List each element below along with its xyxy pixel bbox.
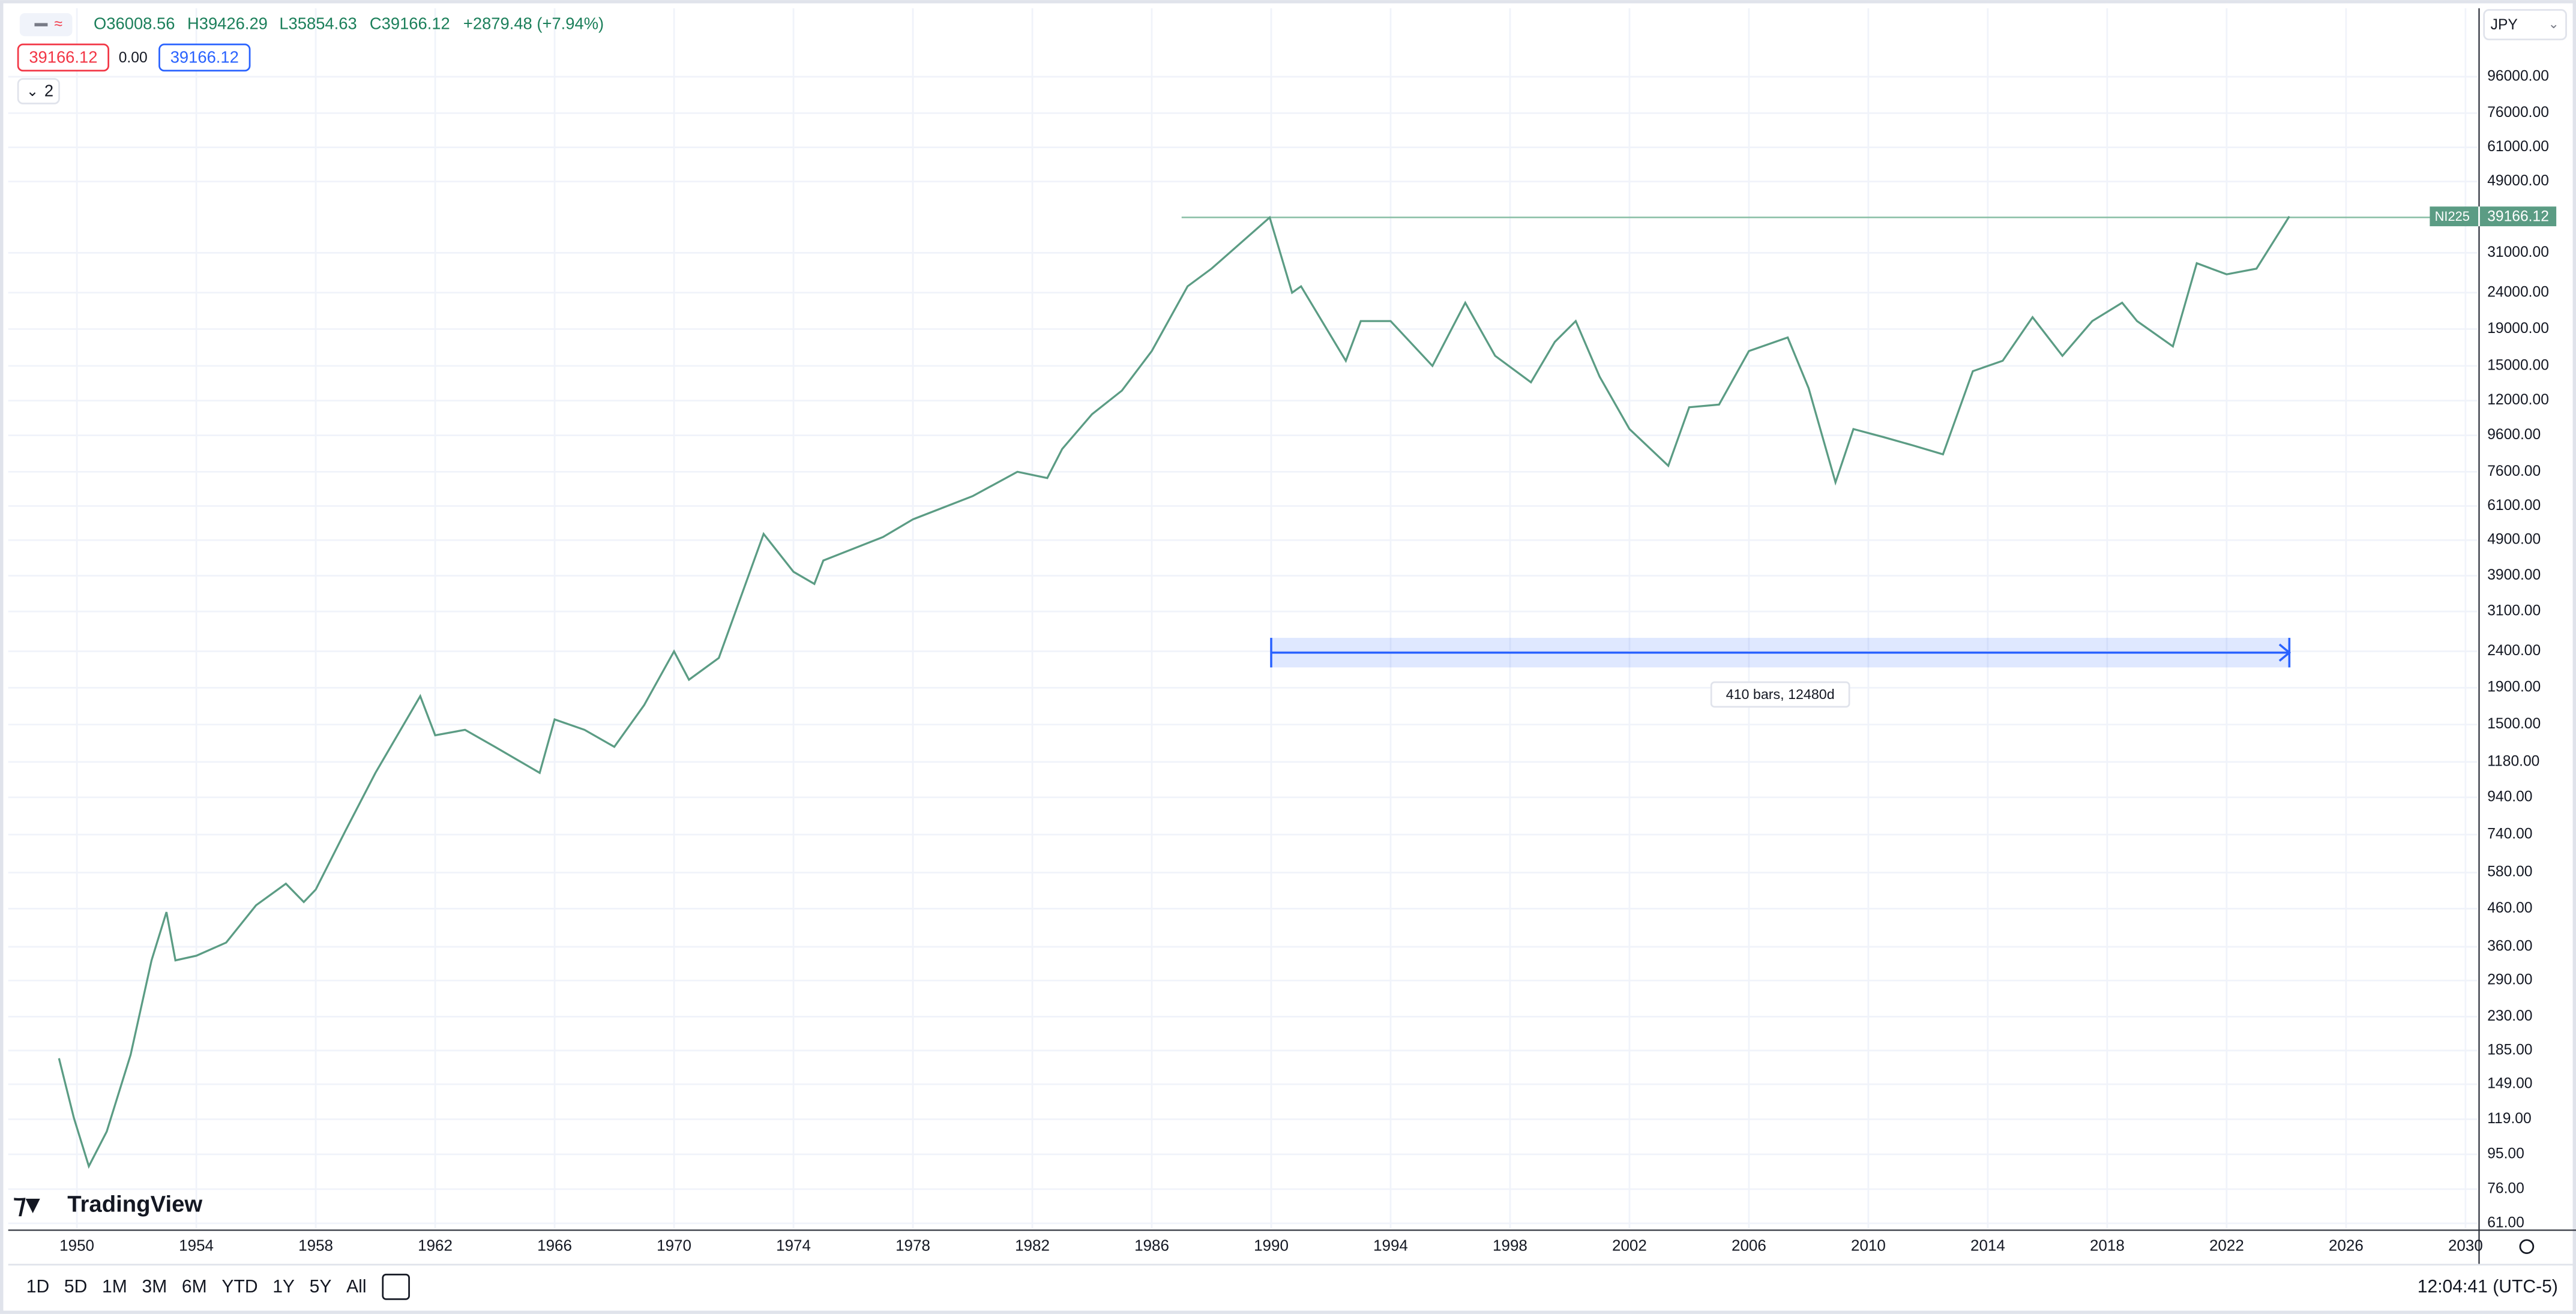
series-name: NI225 [2435, 209, 2470, 224]
x-tick-label: 1966 [537, 1237, 572, 1255]
y-tick-label: 19000.00 [2487, 320, 2549, 337]
x-tick-label: 2002 [1612, 1237, 1647, 1255]
buy-button[interactable] [158, 43, 251, 72]
ohlc-change: +2879.48 (+7.94%) [463, 14, 604, 32]
icon: ≈ [54, 16, 62, 32]
x-tick-label: 1990 [1254, 1237, 1289, 1255]
x-tick-label: 1950 [59, 1237, 94, 1255]
x-tick-label: 2006 [1732, 1237, 1766, 1255]
y-tick-label: 7600.00 [2487, 463, 2541, 479]
indicators-count: 2 [44, 82, 53, 100]
date-range-button[interactable] [382, 1273, 410, 1300]
y-tick-label: 31000.00 [2487, 244, 2549, 260]
x-tick-label: 2018 [2090, 1237, 2125, 1255]
y-tick-label: 360.00 [2487, 938, 2532, 955]
range-button[interactable]: 5Y [310, 1277, 332, 1297]
price-line [58, 215, 2290, 1169]
y-tick-label: 230.00 [2487, 1008, 2532, 1024]
x-tick-label: 2014 [1970, 1237, 2005, 1255]
range-button[interactable]: 6M [182, 1277, 207, 1297]
y-tick-label: 6100.00 [2487, 497, 2541, 514]
ohlc-close: C39166.12 [370, 14, 450, 32]
y-tick-label: 290.00 [2487, 972, 2532, 988]
plot: 410 bars, 12480d [58, 215, 2478, 1169]
spread: 0.00 [119, 50, 148, 66]
y-tick-label: 15000.00 [2487, 357, 2549, 373]
y-tick-label: 49000.00 [2487, 173, 2549, 189]
ohlc-high: H39426.29 [187, 14, 268, 32]
range-button[interactable]: 3M [142, 1277, 167, 1297]
chevron: ⌄ [26, 83, 39, 100]
y-tick-label: 61.00 [2487, 1214, 2524, 1231]
clock: 12:04:41 (UTC-5) [2418, 1277, 2558, 1297]
x-tick-label: 2026 [2329, 1237, 2364, 1255]
range-buttons: 1D 5D 1M 3M 6M YTD 1Y 5Y All [26, 1277, 367, 1297]
range-label-box [1710, 681, 1850, 708]
x-tick-label: 1970 [657, 1237, 691, 1255]
range-button[interactable]: YTD [221, 1277, 257, 1297]
y-tick-label: 1180.00 [2487, 753, 2539, 769]
y-tick-label: 185.00 [2487, 1042, 2532, 1058]
x-tick-label: 1998 [1493, 1237, 1527, 1255]
logo-mark: ⁊▾ [13, 1189, 41, 1219]
buy-price: 39166.12 [170, 48, 239, 67]
x-tick-label: 1978 [895, 1237, 930, 1255]
y-tick-label: 96000.00 [2487, 68, 2549, 84]
y-tick-label: 1900.00 [2487, 679, 2541, 695]
range-arrow [2278, 643, 2292, 662]
y-tick-label: 61000.00 [2487, 139, 2549, 155]
x-tick-label: 1974 [776, 1237, 811, 1255]
x-tick-label: 2022 [2209, 1237, 2244, 1255]
y-tick-label: 460.00 [2487, 900, 2532, 916]
chevron: ⌄ [2548, 16, 2559, 31]
y-tick-label: 95.00 [2487, 1145, 2524, 1162]
y-tick-label: 76.00 [2487, 1180, 2524, 1196]
y-tick-label: 3100.00 [2487, 603, 2541, 619]
grid [8, 8, 2478, 1229]
y-tick-label: 76000.00 [2487, 104, 2549, 121]
y-tick-label: 2400.00 [2487, 643, 2541, 659]
settings-button[interactable] [2519, 1239, 2535, 1254]
x-tick-label: 2010 [1851, 1237, 1886, 1255]
y-tick-label: 580.00 [2487, 864, 2532, 880]
y-tick-label: 119.00 [2487, 1111, 2532, 1127]
range-button[interactable]: 1D [26, 1277, 49, 1297]
x-tick-label: 1958 [298, 1237, 333, 1255]
x-tick-label: 1994 [1373, 1237, 1408, 1255]
range-button[interactable]: 1M [102, 1277, 127, 1297]
y-tick-label: 1500.00 [2487, 716, 2541, 732]
y-tick-label: 3900.00 [2487, 567, 2541, 583]
currency: JPY [2491, 17, 2518, 33]
x-tick-label: 1986 [1134, 1237, 1169, 1255]
currency-select[interactable] [2483, 9, 2567, 41]
icon [34, 23, 48, 26]
logo: TradingView [67, 1191, 202, 1217]
range-button[interactable]: 5D [64, 1277, 87, 1297]
sell-price: 39166.12 [29, 48, 97, 67]
y-tick-label: 24000.00 [2487, 284, 2549, 300]
y-tick-label: 940.00 [2487, 788, 2532, 805]
y-tick-label: 740.00 [2487, 826, 2532, 842]
x-tick-label: 1962 [418, 1237, 453, 1255]
ohlc-open: O36008.56 [94, 14, 175, 32]
x-tick-label: 2030 [2448, 1237, 2483, 1255]
range-button[interactable]: All [346, 1277, 366, 1297]
range-label: 410 bars, 12480d [1726, 686, 1835, 702]
x-tick-label: 1982 [1015, 1237, 1050, 1255]
axes: 96000.00 76000.00 61000.00 49000.00 31000.00… [59, 68, 2557, 1255]
y-tick-label: 9600.00 [2487, 427, 2541, 443]
ohlc-low: L35854.63 [279, 14, 357, 32]
y-tick-label: 149.00 [2487, 1076, 2532, 1092]
range-button[interactable]: 1Y [272, 1277, 295, 1297]
y-tick-label: 12000.00 [2487, 392, 2549, 408]
y-tick-label: 4900.00 [2487, 532, 2541, 548]
indicators-toggle[interactable] [17, 78, 60, 104]
price-label-box [2430, 206, 2557, 227]
sell-button[interactable] [17, 43, 110, 72]
x-tick-label: 1954 [179, 1237, 214, 1255]
last-price: 39166.12 [2487, 209, 2549, 225]
